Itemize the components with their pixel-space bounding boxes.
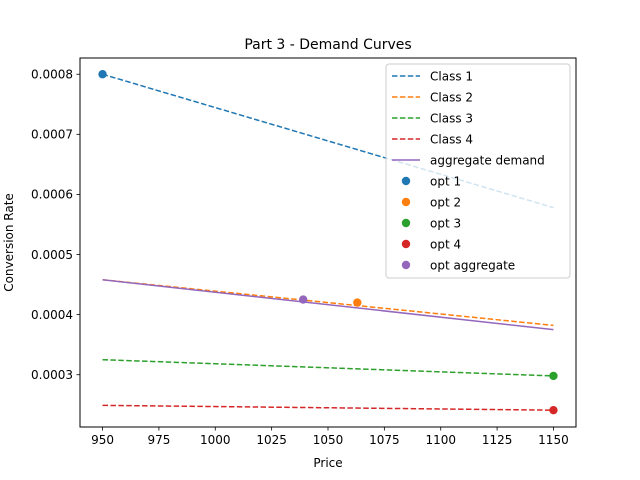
series-line-aggregate-demand (102, 279, 554, 331)
x-tick-label: 975 (147, 433, 170, 447)
legend-label-opt-2: opt 2 (430, 195, 461, 209)
x-tick-label: 1100 (425, 433, 456, 447)
legend-label-aggregate-demand: aggregate demand (430, 153, 545, 167)
point-opt-aggregate (299, 295, 308, 304)
legend-swatch-opt-2 (401, 197, 411, 207)
legend-box (385, 63, 571, 279)
legend-label-class-2: Class 2 (430, 90, 473, 104)
y-axis-ticks: 0.0003 0.0004 0.0005 0.0006 0.0007 0.0008 (31, 68, 80, 382)
legend-label-class-1: Class 1 (430, 69, 473, 83)
y-tick-label: 0.0004 (31, 308, 73, 322)
x-axis-ticks: 950 975 1000 1025 1050 1075 1100 1125 1150 (91, 427, 569, 447)
legend-label-opt-4: opt 4 (430, 237, 461, 251)
legend-label-opt-aggregate: opt aggregate (430, 258, 515, 272)
y-tick-label: 0.0003 (31, 368, 73, 382)
series-line-class-3 (102, 358, 554, 377)
y-tick-label: 0.0007 (31, 128, 73, 142)
point-opt-3 (549, 371, 558, 381)
x-tick-label: 1075 (369, 433, 400, 447)
y-tick-label: 0.0006 (31, 188, 73, 202)
x-tick-label: 1050 (313, 433, 344, 447)
legend-label-opt-3: opt 3 (430, 216, 461, 230)
legend-label-class-3: Class 3 (430, 111, 473, 125)
y-tick-label: 0.0005 (31, 248, 73, 262)
legend-swatch-opt-1 (401, 176, 411, 186)
series-line-class-4 (102, 404, 554, 411)
x-tick-label: 1000 (200, 433, 231, 447)
legend-swatch-opt-4 (401, 239, 411, 249)
x-tick-label: 1125 (482, 433, 513, 447)
legend-swatch-opt-aggregate (401, 260, 411, 270)
legend-label-opt-1: opt 1 (430, 174, 461, 188)
x-tick-label: 950 (91, 433, 114, 447)
chart-title: Part 3 - Demand Curves (244, 37, 411, 53)
x-tick-label: 1150 (538, 433, 569, 447)
legend-swatch-opt-3 (401, 218, 411, 228)
x-tick-label: 1025 (256, 433, 287, 447)
legend-label-class-4: Class 4 (430, 132, 473, 146)
point-opt-4 (549, 405, 558, 415)
legend: Class 1 Class 2 Class 3 Class 4 aggregate de… (385, 63, 571, 279)
point-opt-2 (353, 298, 362, 307)
y-tick-label: 0.0008 (31, 68, 73, 82)
point-opt-1 (98, 70, 107, 79)
y-axis-label: Conversion Rate (2, 193, 16, 292)
points-layer (98, 70, 558, 415)
x-axis-label: Price (313, 456, 342, 470)
